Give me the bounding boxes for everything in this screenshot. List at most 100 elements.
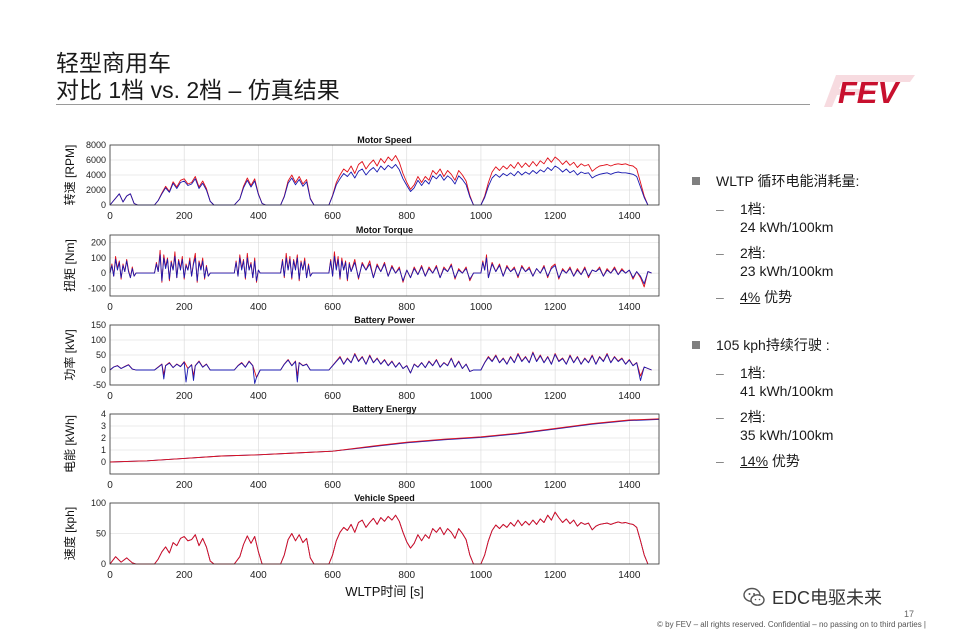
cruise-advantage: 14% 优势	[690, 452, 950, 470]
panel-2-y-tick-label: 200	[91, 238, 106, 248]
panel-4-x-tick-label: 600	[324, 480, 341, 491]
panel-5-y-tick-label: 100	[91, 498, 106, 508]
panel-2-x-tick-label: 1000	[470, 302, 493, 313]
cruise-results: 105 kph持续行驶 : 1档: 41 kWh/100km 2档: 35 kW…	[690, 336, 950, 478]
cruise-gear2-label: 2档:	[740, 409, 766, 425]
panel-2-frame	[109, 234, 660, 297]
panel-2-title: Motor Torque	[356, 225, 413, 235]
panel-4-x-tick-label: 0	[107, 480, 113, 491]
panel-3-x-tick-label: 1000	[470, 391, 493, 402]
panel-3-y-tick-label: 50	[96, 350, 106, 360]
wltp-results: WLTP 循环电能消耗量: 1档: 24 kWh/100km 2档: 23 kW…	[690, 172, 950, 314]
wltp-advantage-label: 优势	[764, 289, 793, 305]
panel-5-x-tick-label: 1400	[618, 570, 641, 581]
wechat-watermark: EDC电驱未来	[742, 584, 882, 610]
panel-2-y-tick-label: 100	[91, 253, 106, 263]
panel-5-x-tick-label: 200	[176, 570, 193, 581]
cruise-gear1: 1档: 41 kWh/100km	[690, 364, 950, 400]
panel-2-x-tick-label: 1200	[544, 302, 567, 313]
cruise-gear1-value: 41 kWh/100km	[740, 383, 834, 399]
panel-5-frame	[109, 502, 660, 565]
panel-3-y-tick-label: -50	[93, 380, 106, 390]
panel-1-x-tick-label: 200	[176, 211, 193, 222]
panel-3-y-tick-label: 0	[101, 365, 106, 375]
panel-3-x-tick-label: 1200	[544, 391, 567, 402]
panel-2-x-tick-label: 0	[107, 302, 113, 313]
panel-1-y-axis-label: 转速 [RPM]	[62, 145, 77, 206]
page-number: 17	[904, 609, 915, 619]
panel-1-x-tick-label: 1200	[544, 211, 567, 222]
wltp-gear1-value: 24 kWh/100km	[740, 219, 834, 235]
panel-3-x-tick-label: 600	[324, 391, 341, 402]
panel-4-x-tick-label: 1200	[544, 480, 567, 491]
panel-4-x-tick-label: 800	[398, 480, 415, 491]
panel-5-x-tick-label: 1000	[470, 570, 493, 581]
cruise-gear2-value: 35 kWh/100km	[740, 427, 834, 443]
panel-4-y-tick-label: 1	[101, 445, 106, 455]
cruise-gear2: 2档: 35 kWh/100km	[690, 408, 950, 444]
panel-4-y-tick-label: 0	[101, 457, 106, 467]
wltp-gear2-label: 2档:	[740, 245, 766, 261]
cruise-advantage-label: 优势	[771, 453, 800, 469]
panel-4-y-tick-label: 3	[101, 421, 106, 431]
panel-3-y-tick-label: 150	[91, 320, 106, 330]
panel-4-title: Battery Energy	[352, 404, 416, 414]
panel-2-x-tick-label: 200	[176, 302, 193, 313]
panel-1-series-1-line	[109, 155, 649, 206]
wltp-gear2-value: 23 kWh/100km	[740, 263, 834, 279]
panel-1-frame	[109, 144, 660, 206]
panel-5-y-tick-label: 50	[96, 529, 106, 539]
panel-3-y-axis-label: 功率 [kW]	[62, 329, 77, 380]
panel-5-x-tick-label: 400	[250, 570, 267, 581]
panel-2-y-tick-label: -100	[88, 283, 106, 293]
panel-5-series-2-line	[109, 511, 649, 565]
panel-1-x-tick-label: 800	[398, 211, 415, 222]
panel-5-title: Vehicle Speed	[354, 493, 415, 503]
cruise-advantage-pct: 14%	[740, 453, 769, 469]
panel-3-title: Battery Power	[354, 315, 415, 325]
panel-5-x-tick-label: 800	[398, 570, 415, 581]
panel-5-x-tick-label: 0	[107, 570, 113, 581]
wltp-advantage: 4% 优势	[690, 288, 950, 306]
panel-1-y-tick-label: 6000	[86, 155, 106, 165]
panel-4-y-tick-label: 4	[101, 409, 106, 419]
wltp-gear1: 1档: 24 kWh/100km	[690, 200, 950, 236]
panel-4-y-axis-label: 电能 [kWh]	[63, 415, 77, 473]
panel-1-y-tick-label: 2000	[86, 185, 106, 195]
panel-2-x-tick-label: 600	[324, 302, 341, 313]
title-line-2: 对比 1档 vs. 2档 – 仿真结果	[56, 77, 340, 103]
fev-logo-text: FEV	[838, 75, 901, 108]
panel-3-x-tick-label: 0	[107, 391, 113, 402]
panel-2-x-tick-label: 800	[398, 302, 415, 313]
wltp-heading: WLTP 循环电能消耗量:	[690, 172, 950, 190]
panel-4-x-tick-label: 1400	[618, 480, 641, 491]
title-line-1: 轻型商用车	[56, 50, 171, 76]
panel-3-y-tick-label: 100	[91, 335, 106, 345]
panel-1-x-tick-label: 400	[250, 211, 267, 222]
panel-5-x-tick-label: 600	[324, 570, 341, 581]
panel-1-y-tick-label: 0	[101, 200, 106, 210]
panel-4-frame	[109, 413, 660, 475]
cruise-gear1-label: 1档:	[740, 365, 766, 381]
panel-3-frame	[109, 324, 660, 386]
footer-copyright: © by FEV – all rights reserved. Confiden…	[657, 620, 926, 629]
panel-5-y-axis-label: 速度 [kph]	[62, 507, 77, 560]
panel-1-x-tick-label: 1000	[470, 211, 493, 222]
panel-1-y-tick-label: 4000	[86, 170, 106, 180]
panel-4-x-tick-label: 400	[250, 480, 267, 491]
title-divider	[56, 104, 810, 105]
wltp-gear2: 2档: 23 kWh/100km	[690, 244, 950, 280]
panel-4-plot-area	[110, 414, 659, 474]
panel-1-y-tick-label: 8000	[86, 140, 106, 150]
panel-1-x-tick-label: 600	[324, 211, 341, 222]
wechat-icon	[743, 587, 765, 606]
panel-5-x-axis-label: WLTP时间 [s]	[345, 584, 423, 599]
panel-1-title: Motor Speed	[357, 135, 412, 145]
panel-2-y-tick-label: 0	[101, 268, 106, 278]
panel-4-y-tick-label: 2	[101, 433, 106, 443]
charts: 0 200 400 600 800 1000 1200 1400020004000600080…	[62, 135, 660, 599]
panel-1-x-tick-label: 0	[107, 211, 113, 222]
cruise-heading: 105 kph持续行驶 :	[690, 336, 950, 354]
panel-3-x-tick-label: 200	[176, 391, 193, 402]
panel-2-x-tick-label: 400	[250, 302, 267, 313]
